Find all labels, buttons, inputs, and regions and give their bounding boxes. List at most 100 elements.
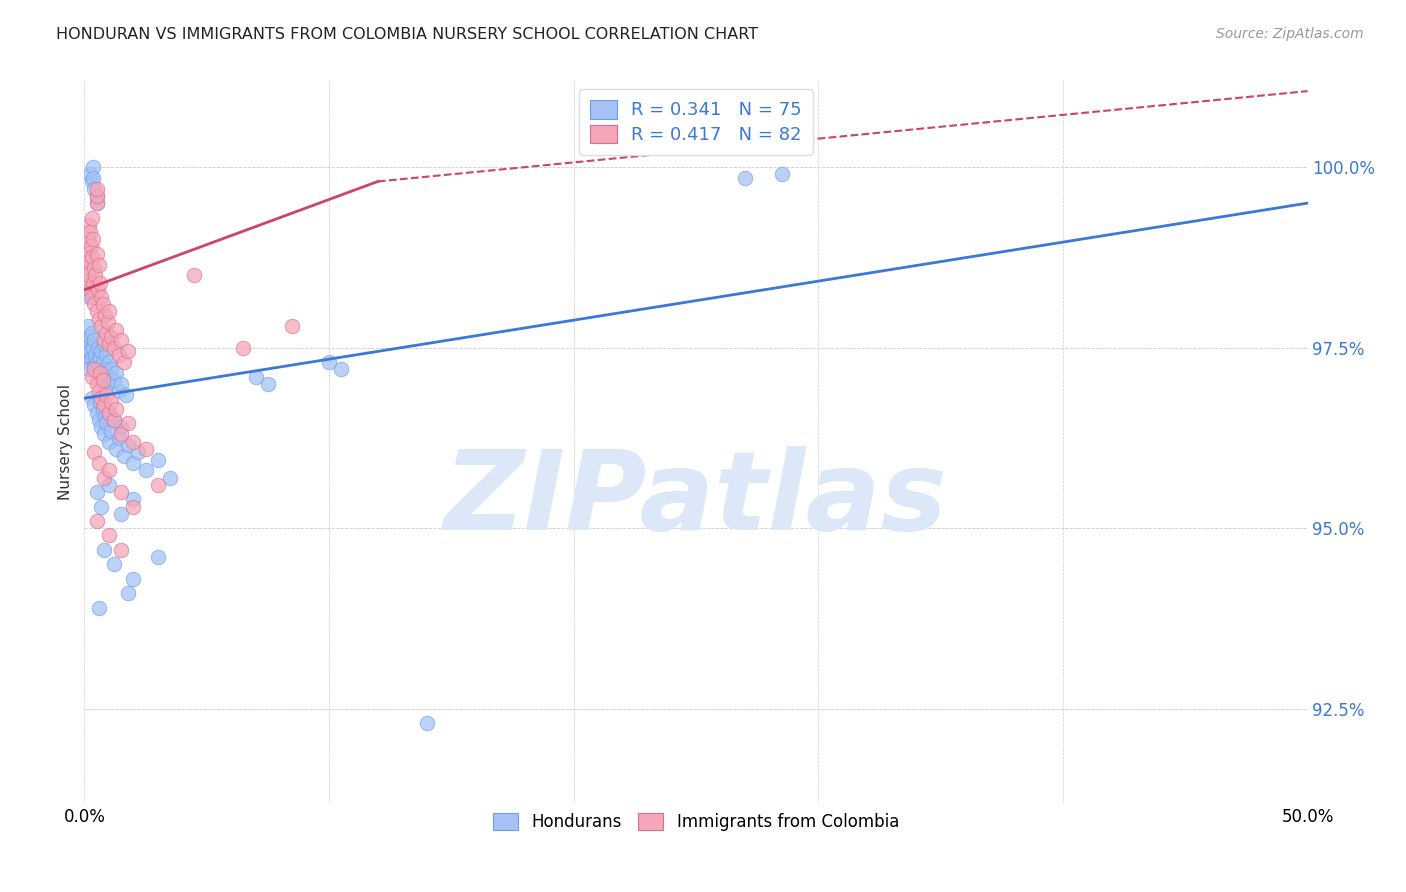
Point (100, 394, 122, 409)
Point (86, 514, 108, 528)
Point (89, 366, 111, 380)
Point (80, 211, 103, 225)
Point (93, 471, 115, 485)
Point (117, 438, 139, 452)
Point (91, 297, 114, 311)
Point (97, 304, 120, 318)
Point (83, 399, 105, 413)
Point (110, 420, 132, 434)
Point (110, 543, 132, 558)
Point (87, 456, 110, 470)
Point (110, 427, 132, 442)
Point (82, 250, 104, 264)
Point (89, 394, 111, 409)
Point (105, 402, 128, 417)
Point (86, 376, 108, 391)
Point (82, 160, 104, 174)
Point (83, 182, 105, 196)
Point (94, 308, 117, 322)
Point (122, 572, 145, 586)
Point (94, 362, 117, 376)
Point (100, 330, 122, 344)
Point (84, 348, 107, 362)
Point (100, 424, 122, 438)
Point (103, 413, 125, 427)
Point (89, 351, 111, 366)
Point (90, 318, 112, 333)
Point (110, 507, 132, 521)
Point (80, 391, 103, 405)
Point (90, 391, 112, 405)
Point (86, 406, 108, 420)
Point (86, 485, 108, 500)
Point (93, 543, 115, 558)
Point (82, 232, 104, 246)
Point (80, 290, 103, 304)
Text: Source: ZipAtlas.com: Source: ZipAtlas.com (1216, 27, 1364, 41)
Point (86, 196, 108, 211)
Point (281, 318, 304, 333)
Text: HONDURAN VS IMMIGRANTS FROM COLOMBIA NURSERY SCHOOL CORRELATION CHART: HONDURAN VS IMMIGRANTS FROM COLOMBIA NUR… (56, 27, 758, 42)
Point (97, 478, 120, 492)
Point (105, 442, 128, 456)
Point (77, 218, 100, 232)
Point (83, 297, 105, 311)
Point (97, 528, 120, 542)
Point (83, 445, 105, 459)
Point (97, 337, 120, 351)
Point (86, 182, 108, 196)
Point (110, 376, 132, 391)
Point (87, 341, 110, 355)
Point (77, 232, 100, 246)
Point (87, 362, 110, 376)
Y-axis label: Nursery School: Nursery School (58, 384, 73, 500)
Point (110, 485, 132, 500)
Point (112, 449, 135, 463)
Point (146, 550, 169, 565)
Point (75, 276, 97, 290)
Point (103, 341, 125, 355)
Point (117, 417, 139, 431)
Point (82, 276, 104, 290)
Point (318, 355, 340, 369)
Point (117, 586, 139, 600)
Point (79, 283, 101, 297)
Point (87, 283, 110, 297)
Point (87, 600, 110, 615)
Point (97, 369, 120, 384)
Point (96, 326, 118, 341)
Point (83, 359, 105, 373)
Point (77, 362, 100, 376)
Point (97, 315, 120, 329)
Point (77, 290, 100, 304)
Point (107, 348, 129, 362)
Point (97, 355, 120, 369)
Point (117, 344, 139, 359)
Point (80, 369, 103, 384)
Point (100, 362, 122, 376)
Point (79, 330, 101, 344)
Point (75, 334, 97, 348)
Text: ZIPatlas: ZIPatlas (444, 446, 948, 553)
Point (86, 355, 108, 369)
Point (107, 384, 129, 398)
Point (76, 348, 98, 362)
Point (91, 402, 114, 417)
Point (232, 341, 254, 355)
Point (96, 387, 118, 401)
Point (80, 326, 103, 341)
Point (245, 369, 267, 384)
Point (115, 387, 138, 401)
Point (110, 334, 132, 348)
Point (93, 334, 115, 348)
Point (122, 456, 145, 470)
Point (97, 406, 120, 420)
Point (90, 344, 112, 359)
Point (90, 290, 112, 304)
Point (146, 478, 169, 492)
Point (86, 366, 108, 380)
Point (122, 434, 145, 449)
Point (90, 500, 112, 514)
Point (77, 318, 100, 333)
Point (93, 337, 115, 351)
